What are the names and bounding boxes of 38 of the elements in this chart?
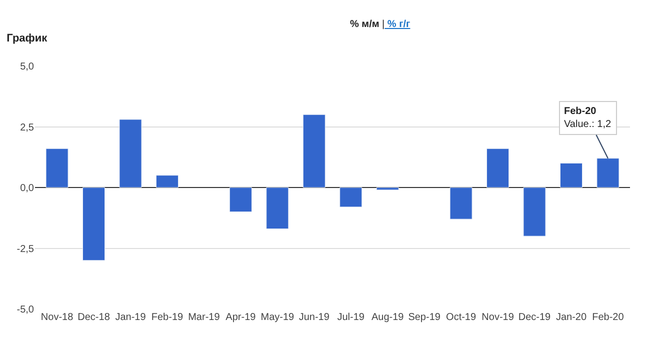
bar: [266, 187, 289, 230]
x-tick-label: Aug-19: [371, 312, 404, 323]
bar: [82, 187, 106, 261]
annotation: Feb-20 Value.: 1,2: [564, 106, 612, 130]
x-tick-label: Mar-19: [188, 312, 220, 323]
bar: [229, 187, 252, 212]
y-tick-label: -2,5: [16, 244, 34, 255]
x-tick-label: Dec-18: [78, 312, 110, 323]
bar: [119, 119, 142, 188]
y-tick-label: 0,0: [20, 183, 34, 194]
bar: [156, 175, 178, 188]
y-tick-label: 2,5: [20, 122, 34, 134]
chart-title: График: [6, 32, 48, 45]
text: % м/м | % г/г: [350, 19, 410, 30]
bar: [376, 187, 399, 190]
bar: [450, 187, 472, 220]
y-tick-label: 5,0: [20, 62, 34, 72]
bar: [340, 187, 362, 208]
x-tick-label: Sep-19: [408, 312, 441, 323]
x-tick-label: Dec-19: [518, 312, 552, 323]
bar: [46, 148, 68, 188]
bar: [596, 158, 620, 188]
x-tick-label: Nov-18: [40, 312, 74, 323]
x-tick-label: Apr-19: [226, 312, 256, 323]
x-tick-label: Feb-19: [151, 312, 184, 323]
x-tick-label: Jul-19: [337, 312, 365, 323]
x-tick-label: Jan-20: [556, 312, 587, 323]
x-tick-label: Jan-19: [115, 312, 146, 323]
bar: [486, 148, 510, 188]
x-tick-label: May-19: [260, 312, 295, 323]
x-tick-label: Oct-19: [446, 312, 476, 323]
bar: [302, 114, 326, 188]
x-tick-label: Jun-19: [298, 312, 330, 323]
bar: [523, 187, 546, 236]
x-tick-label: Feb-20: [592, 312, 624, 323]
bar: [560, 162, 582, 188]
x-tick-label: Nov-19: [482, 312, 514, 323]
y-tick-label: -5,0: [16, 304, 34, 316]
